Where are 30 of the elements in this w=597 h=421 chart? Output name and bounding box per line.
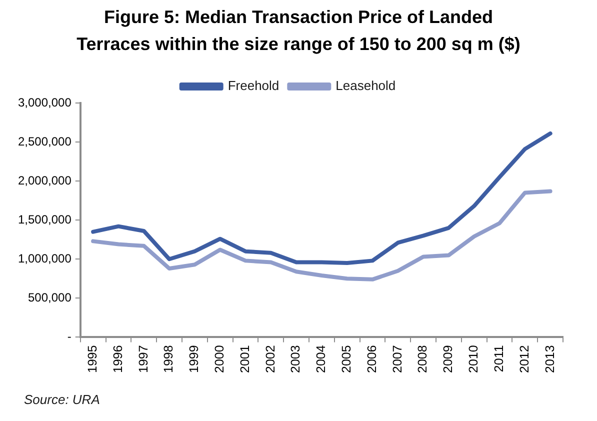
chart-title: Figure 5: Median Transaction Price of Landed Terraces within the size range of 150 to 200 sq m ($) [76,6,522,56]
source-note: Source: URA [24,392,100,407]
x-tick-label: 2004 [314,345,328,374]
x-tick-label: 2009 [441,345,456,374]
x-tick-label: 2005 [340,345,354,374]
x-tick-label: 2003 [288,345,303,374]
y-tick-label: 2,000,000 [18,173,72,188]
x-tick-label: 2010 [466,345,481,374]
x-tick-label: 2013 [542,345,557,374]
y-tick-label: - [67,330,72,344]
x-tick-label: 2012 [517,345,532,374]
x-tick-label: 2011 [492,345,506,372]
y-tick-label: 500,000 [28,290,72,304]
x-tick-label: 1999 [187,345,202,374]
x-tick-label: 2007 [390,345,404,374]
x-tick-label: 1998 [162,345,176,374]
x-tick-label: 1997 [136,345,150,374]
legend-label: Leasehold [336,78,396,94]
legend-label: Freehold [228,78,280,94]
x-tick-label: 1995 [86,345,100,374]
x-tick-label: 2000 [212,345,227,374]
y-tick-label: 1,500,000 [18,212,72,226]
y-tick-label: 3,000,000 [18,95,72,110]
y-tick-label: 2,500,000 [18,134,72,148]
x-tick-label: 1996 [110,345,125,374]
y-tick-label: 1,000,000 [18,251,72,266]
x-tick-label: 2008 [416,345,430,374]
x-tick-label: 2001 [238,345,252,374]
x-tick-label: 2002 [263,345,278,374]
x-tick-label: 2006 [364,345,379,374]
